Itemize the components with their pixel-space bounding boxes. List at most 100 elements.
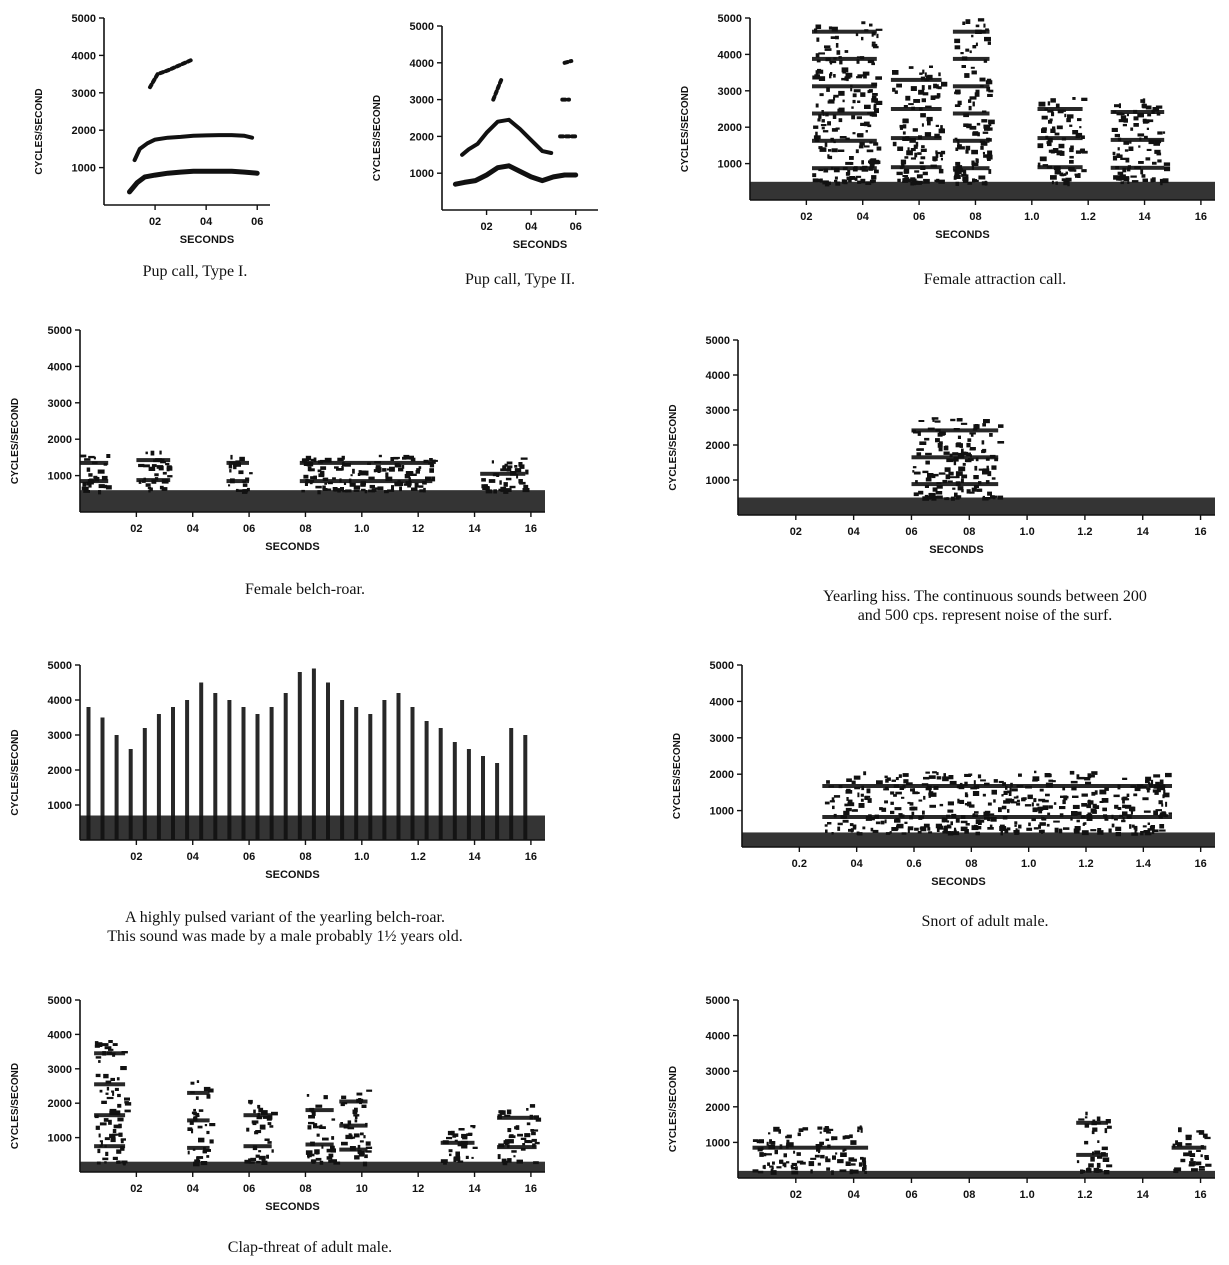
y-axis-label: CYCLES/SECOND bbox=[34, 88, 45, 174]
x-tick-label: 1.0 bbox=[354, 523, 369, 535]
x-tick-label: 04 bbox=[187, 523, 200, 535]
y-tick-label: 1000 bbox=[48, 800, 72, 812]
x-tick-label: 0.6 bbox=[906, 858, 921, 870]
x-tick-label: 1.2 bbox=[411, 851, 426, 863]
y-tick-label: 3000 bbox=[48, 398, 72, 410]
y-tick-label: 1000 bbox=[48, 1133, 72, 1145]
pulse-mark bbox=[199, 682, 204, 840]
y-tick-label: 3000 bbox=[410, 95, 434, 107]
y-tick-label: 1000 bbox=[710, 806, 734, 818]
sound-burst bbox=[299, 454, 438, 495]
x-tick-label: 06 bbox=[251, 216, 263, 228]
y-tick-label: 5000 bbox=[72, 13, 96, 25]
x-tick-label: 02 bbox=[790, 526, 802, 538]
y-tick-label: 3000 bbox=[706, 405, 730, 417]
pulse-mark bbox=[297, 672, 302, 840]
y-tick-label: 4000 bbox=[48, 361, 72, 373]
y-tick-label: 2000 bbox=[710, 769, 734, 781]
x-tick-label: 04 bbox=[187, 1183, 200, 1195]
x-tick-label: 1.2 bbox=[1078, 858, 1093, 870]
x-tick-label: 14 bbox=[1138, 211, 1151, 223]
y-tick-label: 4000 bbox=[706, 370, 730, 382]
y-tick-label: 3000 bbox=[706, 1066, 730, 1078]
caption-line: Pup call, Type II. bbox=[464, 271, 576, 288]
noise-floor-band bbox=[80, 1161, 545, 1172]
x-tick-label: 04 bbox=[857, 211, 870, 223]
y-tick-label: 4000 bbox=[718, 49, 742, 61]
y-tick-label: 1000 bbox=[718, 159, 742, 171]
pulse-mark bbox=[227, 700, 232, 840]
y-tick-label: 2000 bbox=[410, 131, 434, 143]
y-tick-label: 2000 bbox=[48, 765, 72, 777]
spectrogram-panel-2: 1000 2000 3000 4000 5000 02 04 06 CYCLES/SECOND S… bbox=[372, 21, 598, 251]
pulse-mark bbox=[495, 763, 500, 840]
x-tick-label: 02 bbox=[480, 221, 492, 233]
pulse-mark bbox=[255, 714, 260, 840]
pulse-mark bbox=[466, 749, 471, 840]
x-tick-label: 16 bbox=[525, 1183, 537, 1195]
x-tick-label: 08 bbox=[299, 851, 311, 863]
y-tick-label: 5000 bbox=[718, 13, 742, 25]
y-tick-label: 5000 bbox=[410, 21, 434, 33]
caption-line: Snort of adult male. bbox=[921, 913, 1049, 930]
panel-caption: Pup call, Type II. bbox=[430, 270, 610, 289]
sound-burst bbox=[226, 454, 253, 494]
pulse-mark bbox=[340, 700, 345, 840]
x-tick-label: 02 bbox=[800, 211, 812, 223]
sound-burst bbox=[911, 417, 1005, 501]
caption-line: This sound was made by a male probably 1… bbox=[107, 928, 463, 945]
x-tick-label: 02 bbox=[130, 523, 142, 535]
y-tick-label: 3000 bbox=[718, 86, 742, 98]
sound-burst bbox=[187, 1080, 216, 1167]
x-tick-label: 08 bbox=[299, 1183, 311, 1195]
x-tick-label: 08 bbox=[965, 858, 977, 870]
panel-caption: Yearling hiss. The continuous sounds bet… bbox=[745, 587, 1225, 625]
x-tick-label: 16 bbox=[1194, 526, 1206, 538]
x-tick-label: 06 bbox=[905, 1189, 917, 1201]
panel-caption: Female belch-roar. bbox=[155, 580, 455, 599]
sound-burst bbox=[1110, 98, 1171, 186]
pulse-mark bbox=[438, 728, 443, 840]
pulse-mark bbox=[269, 707, 274, 840]
y-tick-label: 2000 bbox=[72, 125, 96, 137]
pulse-mark bbox=[354, 707, 359, 840]
x-tick-label: 06 bbox=[913, 211, 925, 223]
y-tick-label: 3000 bbox=[72, 88, 96, 100]
spectrogram-panel-4: 1000 2000 3000 4000 5000 02 04 06 08 1.0 12 14 16 CYC… bbox=[10, 325, 545, 553]
pulse-mark bbox=[156, 714, 161, 840]
x-tick-label: 08 bbox=[963, 526, 975, 538]
caption-line: Female attraction call. bbox=[923, 271, 1067, 288]
y-tick-label: 2000 bbox=[718, 122, 742, 134]
sound-burst bbox=[1037, 97, 1088, 187]
y-axis-label: CYCLES/SECOND bbox=[668, 404, 679, 490]
y-tick-label: 5000 bbox=[706, 335, 730, 347]
caption-line: A highly pulsed variant of the yearling … bbox=[125, 909, 445, 926]
x-tick-label: 1.2 bbox=[1081, 211, 1096, 223]
sound-burst bbox=[1171, 1127, 1212, 1174]
x-tick-label: 1.4 bbox=[1136, 858, 1152, 870]
pulse-mark bbox=[100, 717, 105, 840]
x-tick-label: 1.0 bbox=[1019, 526, 1034, 538]
caption-line: Female belch-roar. bbox=[245, 581, 365, 598]
x-tick-label: 0.2 bbox=[792, 858, 807, 870]
x-tick-label: 12 bbox=[412, 1183, 424, 1195]
sound-burst bbox=[497, 1104, 542, 1166]
x-tick-label: 08 bbox=[963, 1189, 975, 1201]
x-axis-label: SECONDS bbox=[929, 544, 983, 556]
x-tick-label: 08 bbox=[299, 523, 311, 535]
x-tick-label: 06 bbox=[243, 1183, 255, 1195]
x-tick-label: 02 bbox=[130, 1183, 142, 1195]
pulse-mark bbox=[241, 707, 246, 840]
x-tick-label: 14 bbox=[1137, 526, 1150, 538]
pulse-mark bbox=[509, 728, 514, 840]
panel-caption: Female attraction call. bbox=[845, 270, 1145, 289]
x-tick-label: 1.0 bbox=[1019, 1189, 1034, 1201]
x-tick-label: 16 bbox=[1195, 858, 1207, 870]
x-axis-label: SECONDS bbox=[265, 541, 319, 553]
y-tick-label: 4000 bbox=[48, 695, 72, 707]
noise-floor-band bbox=[750, 181, 1215, 200]
sound-burst bbox=[339, 1089, 373, 1167]
sound-burst bbox=[952, 18, 995, 186]
y-axis-label: CYCLES/SECOND bbox=[10, 729, 21, 815]
